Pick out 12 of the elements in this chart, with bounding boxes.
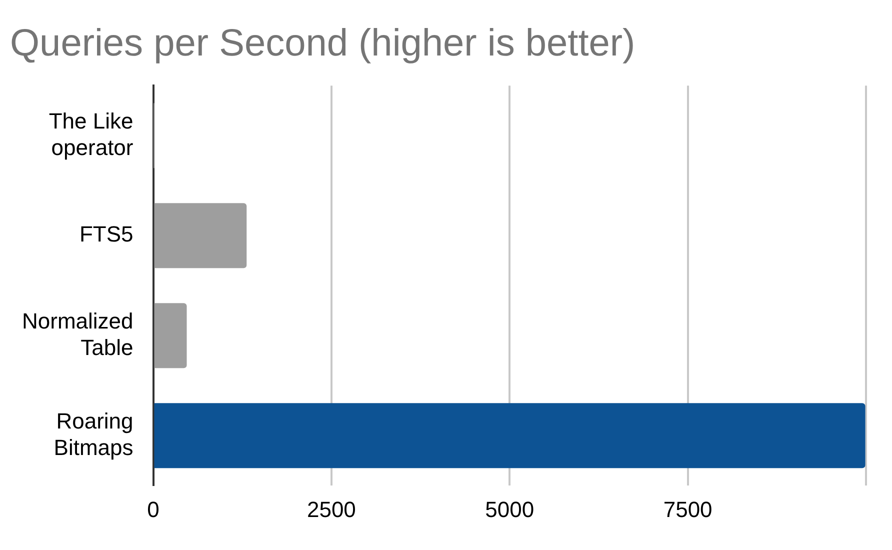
- y-tick-label: FTS5: [79, 222, 134, 247]
- bar: [154, 203, 247, 268]
- x-tick-label: 5000: [485, 496, 534, 522]
- x-tick-label: 7500: [663, 496, 712, 522]
- x-tick-label: 2500: [306, 496, 356, 522]
- y-tick-label: The Like operator: [48, 108, 134, 160]
- x-tick-label: 0: [147, 496, 160, 522]
- bar: [154, 403, 866, 468]
- bar: [154, 303, 187, 368]
- chart-title: Queries per Second (higher is better): [10, 22, 636, 64]
- y-tick-label: Roaring Bitmaps: [54, 408, 134, 460]
- y-tick-label: Normalized Table: [22, 308, 134, 360]
